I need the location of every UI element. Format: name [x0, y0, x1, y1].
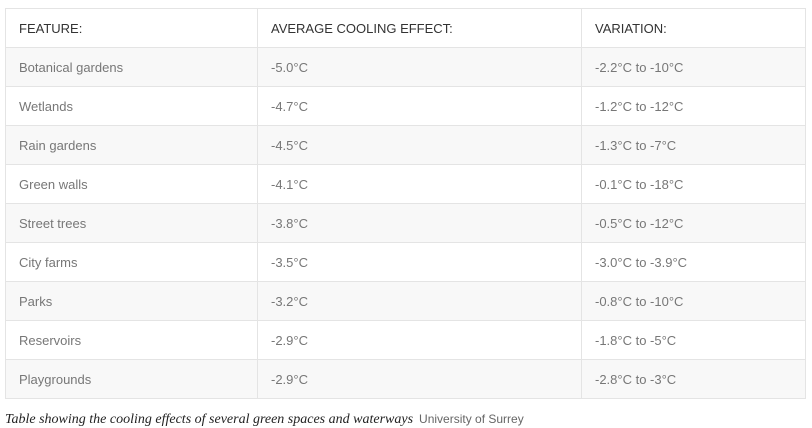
table-row: Street trees -3.8°C -0.5°C to -12°C: [5, 203, 806, 243]
table-cell: Parks: [5, 281, 258, 321]
table-row: Reservoirs -2.9°C -1.8°C to -5°C: [5, 320, 806, 360]
table-cell: -3.2°C: [257, 281, 582, 321]
table-cell: -4.7°C: [257, 86, 582, 126]
table-cell: Playgrounds: [5, 359, 258, 399]
table-cell: -0.1°C to -18°C: [581, 164, 806, 204]
table-cell: -2.9°C: [257, 320, 582, 360]
header-cell: VARIATION:: [581, 8, 806, 48]
cooling-table: FEATURE: AVERAGE COOLING EFFECT: VARIATION…: [5, 8, 806, 399]
table-cell: -3.0°C to -3.9°C: [581, 242, 806, 282]
table-body: Botanical gardens -5.0°C -2.2°C to -10°C We…: [5, 47, 806, 399]
table-row: Playgrounds -2.9°C -2.8°C to -3°C: [5, 359, 806, 399]
table-cell: Wetlands: [5, 86, 258, 126]
header-cell: AVERAGE COOLING EFFECT:: [257, 8, 582, 48]
table-row: Rain gardens -4.5°C -1.3°C to -7°C: [5, 125, 806, 165]
caption: Table showing the cooling effects of sev…: [5, 410, 524, 428]
table-cell: City farms: [5, 242, 258, 282]
table-cell: -3.5°C: [257, 242, 582, 282]
caption-credit: University of Surrey: [419, 412, 524, 426]
table-cell: Reservoirs: [5, 320, 258, 360]
table-row: Wetlands -4.7°C -1.2°C to -12°C: [5, 86, 806, 126]
table-cell: -0.8°C to -10°C: [581, 281, 806, 321]
table-row: City farms -3.5°C -3.0°C to -3.9°C: [5, 242, 806, 282]
header-cell: FEATURE:: [5, 8, 258, 48]
table-cell: -1.2°C to -12°C: [581, 86, 806, 126]
table-cell: Rain gardens: [5, 125, 258, 165]
table-cell: -4.1°C: [257, 164, 582, 204]
table-cell: -4.5°C: [257, 125, 582, 165]
table-cell: Botanical gardens: [5, 47, 258, 87]
table-cell: -2.2°C to -10°C: [581, 47, 806, 87]
table-cell: -2.8°C to -3°C: [581, 359, 806, 399]
table-cell: -1.3°C to -7°C: [581, 125, 806, 165]
table-header: FEATURE: AVERAGE COOLING EFFECT: VARIATION…: [5, 8, 806, 48]
table-cell: -5.0°C: [257, 47, 582, 87]
table-row: Green walls -4.1°C -0.1°C to -18°C: [5, 164, 806, 204]
table-row: Parks -3.2°C -0.8°C to -10°C: [5, 281, 806, 321]
header-row: FEATURE: AVERAGE COOLING EFFECT: VARIATION…: [5, 8, 806, 48]
table-cell: -0.5°C to -12°C: [581, 203, 806, 243]
table-cell: -3.8°C: [257, 203, 582, 243]
table-cell: -2.9°C: [257, 359, 582, 399]
table-cell: Green walls: [5, 164, 258, 204]
table-cell: -1.8°C to -5°C: [581, 320, 806, 360]
table-row: Botanical gardens -5.0°C -2.2°C to -10°C: [5, 47, 806, 87]
caption-text: Table showing the cooling effects of sev…: [5, 412, 414, 427]
table-cell: Street trees: [5, 203, 258, 243]
